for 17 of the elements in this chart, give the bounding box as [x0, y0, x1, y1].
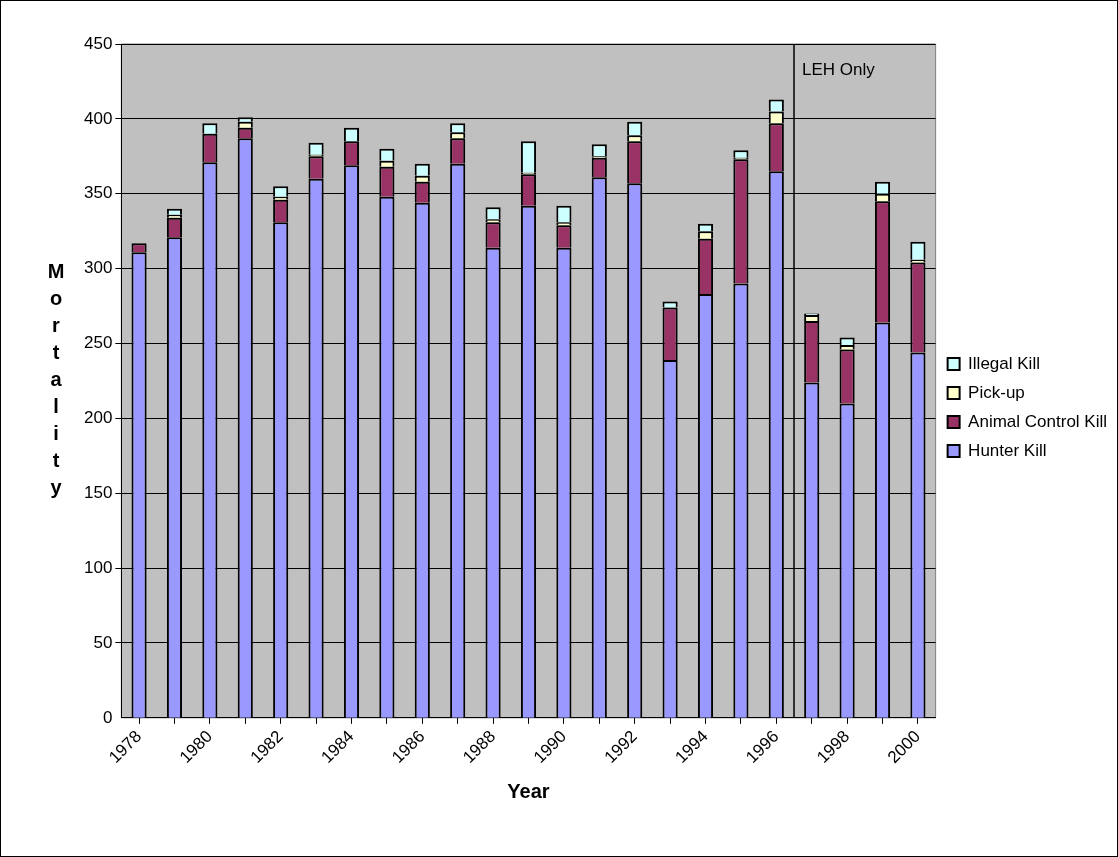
y-tick-label: 150 [83, 482, 113, 502]
y-tick-label: 200 [83, 408, 113, 428]
y-tick-label: 350 [83, 183, 113, 203]
x-axis-title: Year [507, 780, 550, 803]
y-tick-label: 300 [83, 258, 113, 278]
ref-line-label: LEH Only [802, 60, 876, 80]
text: Mortality [47, 260, 65, 499]
legend-label: Hunter Kill [968, 440, 1047, 460]
legend-label: Illegal Kill [968, 353, 1040, 373]
y-tick-label: 250 [83, 333, 113, 353]
y-tick-label: 50 [93, 632, 113, 652]
legend-label: Animal Control Kill [968, 411, 1108, 431]
y-tick-label: 100 [83, 557, 113, 577]
y-tick-label: 450 [83, 33, 113, 53]
y-tick-label: 0 [102, 707, 113, 727]
y-tick-label: 400 [83, 108, 113, 128]
legend-label: Pick-up [968, 382, 1025, 402]
